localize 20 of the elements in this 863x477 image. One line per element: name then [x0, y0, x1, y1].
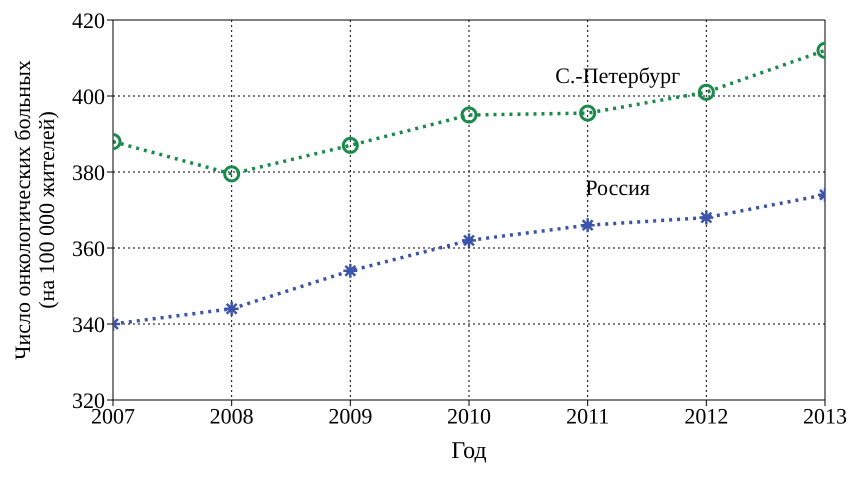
- point: [698, 84, 715, 101]
- x-tick-label: 2013: [803, 404, 847, 429]
- y-tick-label: 400: [72, 84, 105, 109]
- x-tick-label: 2009: [328, 404, 372, 429]
- point: [223, 165, 240, 182]
- y-tick-label: 420: [72, 8, 105, 33]
- x-tick-label: 2010: [447, 404, 491, 429]
- point: [342, 136, 359, 154]
- y-axis-title: Число онкологических больных (на 100 000 жителей): [10, 60, 59, 360]
- y-tick-label: 360: [72, 236, 105, 261]
- x-tick-label: 2011: [566, 404, 610, 429]
- y-tick-label: 340: [72, 312, 105, 337]
- point: [460, 106, 478, 124]
- series-label: Россия: [585, 175, 650, 200]
- y-tick-label: 380: [72, 160, 105, 185]
- x-tick-label: 2012: [684, 404, 728, 429]
- point: [579, 104, 596, 122]
- x-axis-title: Год: [451, 438, 487, 464]
- x-tick-label: 2008: [210, 404, 254, 429]
- series-label: С.-Петербург: [555, 63, 680, 88]
